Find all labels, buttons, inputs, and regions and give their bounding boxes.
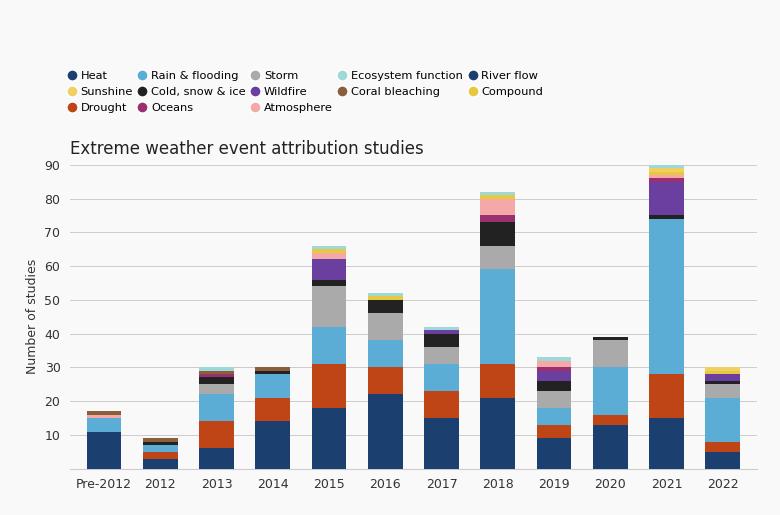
- Bar: [480, 192, 516, 195]
- Bar: [537, 357, 572, 360]
- Bar: [87, 411, 122, 415]
- Bar: [311, 286, 346, 327]
- Bar: [649, 175, 684, 178]
- Bar: [199, 374, 234, 377]
- Bar: [480, 199, 516, 215]
- Bar: [368, 293, 402, 297]
- Bar: [537, 391, 572, 408]
- Bar: [593, 340, 628, 367]
- Bar: [705, 371, 740, 374]
- Bar: [255, 367, 290, 371]
- Bar: [143, 438, 178, 442]
- Bar: [255, 398, 290, 421]
- Bar: [705, 442, 740, 452]
- Bar: [705, 452, 740, 469]
- Bar: [311, 280, 346, 286]
- Bar: [537, 408, 572, 425]
- Bar: [480, 269, 516, 364]
- Bar: [705, 384, 740, 398]
- Bar: [368, 297, 402, 300]
- Bar: [368, 300, 402, 313]
- Bar: [649, 418, 684, 469]
- Bar: [537, 425, 572, 438]
- Bar: [199, 449, 234, 469]
- Y-axis label: Number of studies: Number of studies: [26, 259, 39, 374]
- Bar: [424, 418, 459, 469]
- Bar: [649, 171, 684, 175]
- Bar: [649, 165, 684, 168]
- Bar: [199, 371, 234, 374]
- Bar: [311, 252, 346, 260]
- Bar: [480, 195, 516, 199]
- Bar: [255, 371, 290, 374]
- Bar: [480, 364, 516, 398]
- Bar: [424, 334, 459, 347]
- Bar: [368, 367, 402, 394]
- Bar: [368, 313, 402, 340]
- Bar: [424, 347, 459, 364]
- Bar: [537, 438, 572, 469]
- Bar: [705, 398, 740, 442]
- Bar: [480, 398, 516, 469]
- Text: Extreme weather event attribution studies: Extreme weather event attribution studie…: [70, 140, 424, 158]
- Bar: [311, 364, 346, 408]
- Bar: [537, 381, 572, 391]
- Bar: [87, 432, 122, 469]
- Bar: [480, 222, 516, 246]
- Bar: [311, 260, 346, 280]
- Bar: [537, 360, 572, 367]
- Bar: [593, 425, 628, 469]
- Bar: [424, 330, 459, 334]
- Bar: [593, 367, 628, 415]
- Bar: [705, 367, 740, 371]
- Bar: [649, 168, 684, 171]
- Bar: [649, 219, 684, 374]
- Bar: [593, 415, 628, 425]
- Bar: [143, 458, 178, 469]
- Bar: [649, 215, 684, 219]
- Bar: [199, 377, 234, 384]
- Bar: [311, 249, 346, 252]
- Bar: [199, 421, 234, 449]
- Bar: [649, 374, 684, 418]
- Bar: [311, 327, 346, 364]
- Bar: [368, 394, 402, 469]
- Bar: [593, 337, 628, 340]
- Bar: [311, 246, 346, 249]
- Bar: [705, 374, 740, 381]
- Bar: [368, 340, 402, 367]
- Bar: [199, 384, 234, 394]
- Bar: [143, 442, 178, 445]
- Bar: [143, 452, 178, 458]
- Bar: [255, 421, 290, 469]
- Bar: [143, 445, 178, 452]
- Bar: [87, 418, 122, 432]
- Bar: [537, 367, 572, 371]
- Bar: [199, 394, 234, 421]
- Bar: [311, 408, 346, 469]
- Bar: [480, 246, 516, 269]
- Bar: [424, 327, 459, 330]
- Bar: [255, 374, 290, 398]
- Bar: [649, 178, 684, 182]
- Bar: [424, 391, 459, 418]
- Legend: Heat, Sunshine, Drought, Rain & flooding, Cold, snow & ice, Oceans, Storm, Wildf: Heat, Sunshine, Drought, Rain & flooding…: [69, 70, 543, 113]
- Bar: [705, 381, 740, 384]
- Bar: [424, 364, 459, 391]
- Bar: [649, 182, 684, 215]
- Bar: [199, 367, 234, 371]
- Bar: [537, 371, 572, 381]
- Bar: [87, 415, 122, 418]
- Bar: [480, 215, 516, 222]
